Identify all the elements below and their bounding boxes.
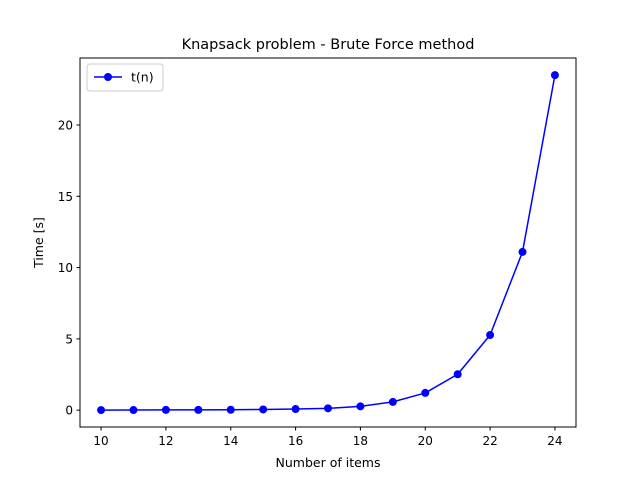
data-point	[226, 405, 235, 414]
y-tick-label: 15	[58, 190, 73, 204]
legend-marker	[104, 73, 112, 81]
chart-title: Knapsack problem - Brute Force method	[182, 37, 475, 53]
data-point	[324, 404, 332, 413]
data-point	[194, 405, 203, 414]
data-point	[388, 397, 397, 406]
y-tick-label: 10	[58, 261, 73, 275]
legend: t(n)	[86, 63, 164, 92]
x-tick-label: 18	[353, 434, 368, 448]
data-point	[129, 406, 138, 415]
x-tick-label: 24	[547, 434, 562, 448]
data-point	[291, 405, 300, 414]
data-point	[97, 406, 106, 415]
data-point	[518, 247, 527, 256]
x-tick-label: 12	[158, 434, 173, 448]
data-point	[550, 71, 559, 80]
x-tick-label: 10	[93, 434, 108, 448]
x-tick-label: 22	[482, 434, 497, 448]
data-point	[486, 331, 495, 340]
data-point	[259, 405, 268, 414]
y-tick-label: 20	[58, 119, 73, 133]
y-axis-ticks: 0 5 10 15 20	[58, 119, 80, 418]
x-tick-label: 14	[223, 434, 238, 448]
data-point	[356, 402, 365, 411]
x-tick-label: 20	[418, 434, 433, 448]
plot-area	[80, 58, 576, 427]
legend-label: t(n)	[131, 70, 154, 85]
series-layer	[97, 71, 559, 415]
x-tick-label: 16	[288, 434, 303, 448]
x-axis-ticks: 10 12 14 16 18 20 22 24	[93, 427, 563, 448]
y-tick-label: 0	[65, 404, 73, 418]
data-point	[453, 370, 462, 379]
plot-frame	[79, 57, 577, 428]
x-axis-label: Number of items	[276, 455, 381, 470]
y-axis-label: Time [s]	[31, 217, 46, 269]
y-tick-label: 5	[65, 332, 73, 346]
legend-box	[86, 63, 164, 92]
data-point	[421, 388, 430, 397]
data-point	[161, 405, 170, 414]
